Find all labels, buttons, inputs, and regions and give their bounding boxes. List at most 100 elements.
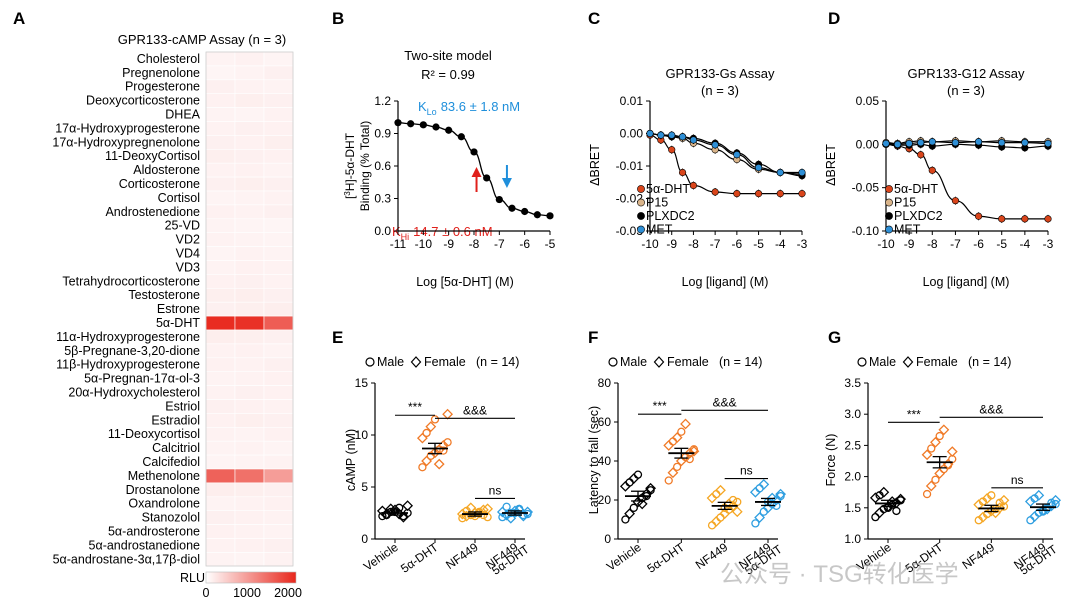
heatmap-cell [263, 204, 294, 220]
heatmap-cell [234, 93, 265, 108]
heatmap-cell [263, 343, 294, 359]
heatmap-cell [263, 107, 294, 122]
female-point [719, 508, 731, 520]
data-point [917, 151, 925, 159]
data-point [974, 212, 983, 220]
female-point [1033, 489, 1045, 501]
g12-assay-panel-d: GPR133-G12 Assay (n = 3) ΔBRET Log [liga… [824, 66, 1054, 289]
heatmap-cell [263, 440, 294, 456]
legend-male-label: Male [869, 355, 896, 369]
heatmap-row-label: Progesterone [125, 80, 200, 94]
heatmap-row-label: VD2 [176, 233, 200, 247]
heatmap-cell [263, 538, 294, 553]
female-point [749, 486, 761, 498]
data-point [457, 133, 465, 141]
y-axis-label-c: ΔBRET [588, 144, 602, 186]
heatmap-cell [263, 232, 294, 247]
heatmap-cell [234, 218, 265, 234]
data-point [495, 195, 503, 204]
heatmap-cell [234, 524, 265, 539]
khi-arrow-head [471, 167, 482, 177]
female-point [675, 455, 687, 467]
heatmap-cell [234, 440, 265, 456]
series-curve [885, 141, 1049, 145]
y-axis-label-e: cAMP (nM) [344, 429, 358, 491]
data-point [798, 190, 806, 198]
subtitle-c: (n = 3) [701, 83, 739, 98]
data-point [1044, 139, 1052, 148]
x-tick-label: -9 [443, 237, 454, 251]
colorbar-tick-0: 0 [203, 586, 210, 600]
legend-female-label: Female [667, 355, 709, 369]
heatmap-cell [205, 260, 236, 275]
legend-male-marker [608, 357, 618, 367]
heatmap-row-label: Calcifediol [142, 455, 200, 469]
data-point [445, 126, 453, 134]
y-tick-label: 0 [361, 532, 368, 546]
series-curve [885, 140, 1048, 145]
colorbar-tick-2000: 2000 [274, 586, 302, 600]
heatmap-cell [205, 538, 236, 553]
heatmap-cell [263, 482, 294, 498]
heatmap-cell [263, 51, 294, 67]
heatmap-cell [205, 190, 236, 206]
male-point [685, 454, 694, 464]
heatmap-row-label: 5α-androstane-3α,17β-diol [53, 552, 200, 566]
data-point [776, 168, 784, 177]
panel-letter-g: G [828, 328, 841, 347]
significance-label: *** [653, 399, 667, 413]
y-tick-label: 10 [355, 428, 369, 442]
data-point [678, 168, 687, 177]
heatmap-row-label: Androstenedione [105, 205, 200, 219]
heatmap-cell [263, 552, 294, 567]
heatmap-cell [263, 218, 294, 234]
heatmap-cell [234, 107, 265, 122]
heatmap-cell [263, 524, 294, 539]
x-tick-label: -10 [877, 237, 895, 251]
heatmap-cell [205, 287, 236, 303]
male-point [922, 489, 932, 499]
male-point [479, 510, 488, 520]
x-tick-label: -6 [732, 237, 743, 251]
significance-label: ns [1011, 473, 1024, 487]
heatmap-row-label: 5β-Pregnane-3,20-dione [64, 344, 200, 358]
x-tick-label: -6 [973, 237, 984, 251]
female-point [930, 436, 941, 448]
legend-marker [885, 198, 893, 207]
heatmap-cell [205, 454, 236, 470]
data-point [893, 140, 902, 148]
legend-marker [637, 225, 645, 234]
male-point [672, 462, 682, 472]
heatmap-row-label: 25-VD [165, 219, 200, 233]
female-point [619, 480, 631, 492]
heatmap-cell [263, 357, 294, 372]
female-point [429, 447, 441, 459]
heatmap-cell [234, 413, 265, 428]
heatmap-cell [263, 329, 294, 345]
series-curve [649, 134, 802, 195]
heatmap-row-label: Cortisol [158, 191, 200, 205]
female-point [1024, 496, 1036, 507]
model-note: Two-site model [404, 48, 492, 63]
heatmap-cell [263, 65, 294, 81]
x-axis-label-b: Log [5α-DHT] (M) [416, 275, 514, 289]
female-point [1050, 494, 1062, 506]
colorbar-label: RLU [180, 571, 205, 585]
heatmap-cell [263, 121, 294, 136]
data-point [733, 190, 741, 198]
heatmap-cell [234, 399, 265, 414]
female-point [402, 500, 414, 512]
female-point [680, 418, 691, 430]
male-point [927, 444, 936, 453]
heatmap-cell [234, 538, 265, 553]
female-point [456, 508, 468, 520]
y-tick-label: 0.9 [374, 127, 391, 141]
female-point [921, 449, 933, 461]
subtitle-d: (n = 3) [947, 83, 985, 98]
heatmap-cell [234, 176, 265, 192]
data-point [998, 139, 1006, 147]
male-point [664, 476, 673, 485]
heatmap-cell [205, 357, 236, 372]
heatmap-row-label: 11-DeoxyCortisol [105, 149, 200, 163]
female-point [640, 488, 652, 500]
